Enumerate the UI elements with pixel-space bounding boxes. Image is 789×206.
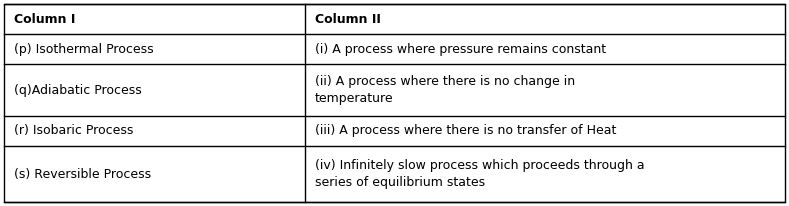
Text: (r) Isobaric Process: (r) Isobaric Process bbox=[14, 124, 133, 137]
Text: temperature: temperature bbox=[315, 92, 394, 105]
Text: (s) Reversible Process: (s) Reversible Process bbox=[14, 167, 151, 180]
Text: (p) Isothermal Process: (p) Isothermal Process bbox=[14, 43, 154, 56]
Text: Column II: Column II bbox=[315, 13, 381, 26]
Text: (i) A process where pressure remains constant: (i) A process where pressure remains con… bbox=[315, 43, 606, 56]
Text: (q)Adiabatic Process: (q)Adiabatic Process bbox=[14, 84, 142, 97]
Text: series of equilibrium states: series of equilibrium states bbox=[315, 176, 485, 189]
Text: (iv) Infinitely slow process which proceeds through a: (iv) Infinitely slow process which proce… bbox=[315, 159, 645, 172]
Text: (iii) A process where there is no transfer of Heat: (iii) A process where there is no transf… bbox=[315, 124, 616, 137]
Text: (ii) A process where there is no change in: (ii) A process where there is no change … bbox=[315, 75, 575, 88]
Text: Column I: Column I bbox=[14, 13, 76, 26]
